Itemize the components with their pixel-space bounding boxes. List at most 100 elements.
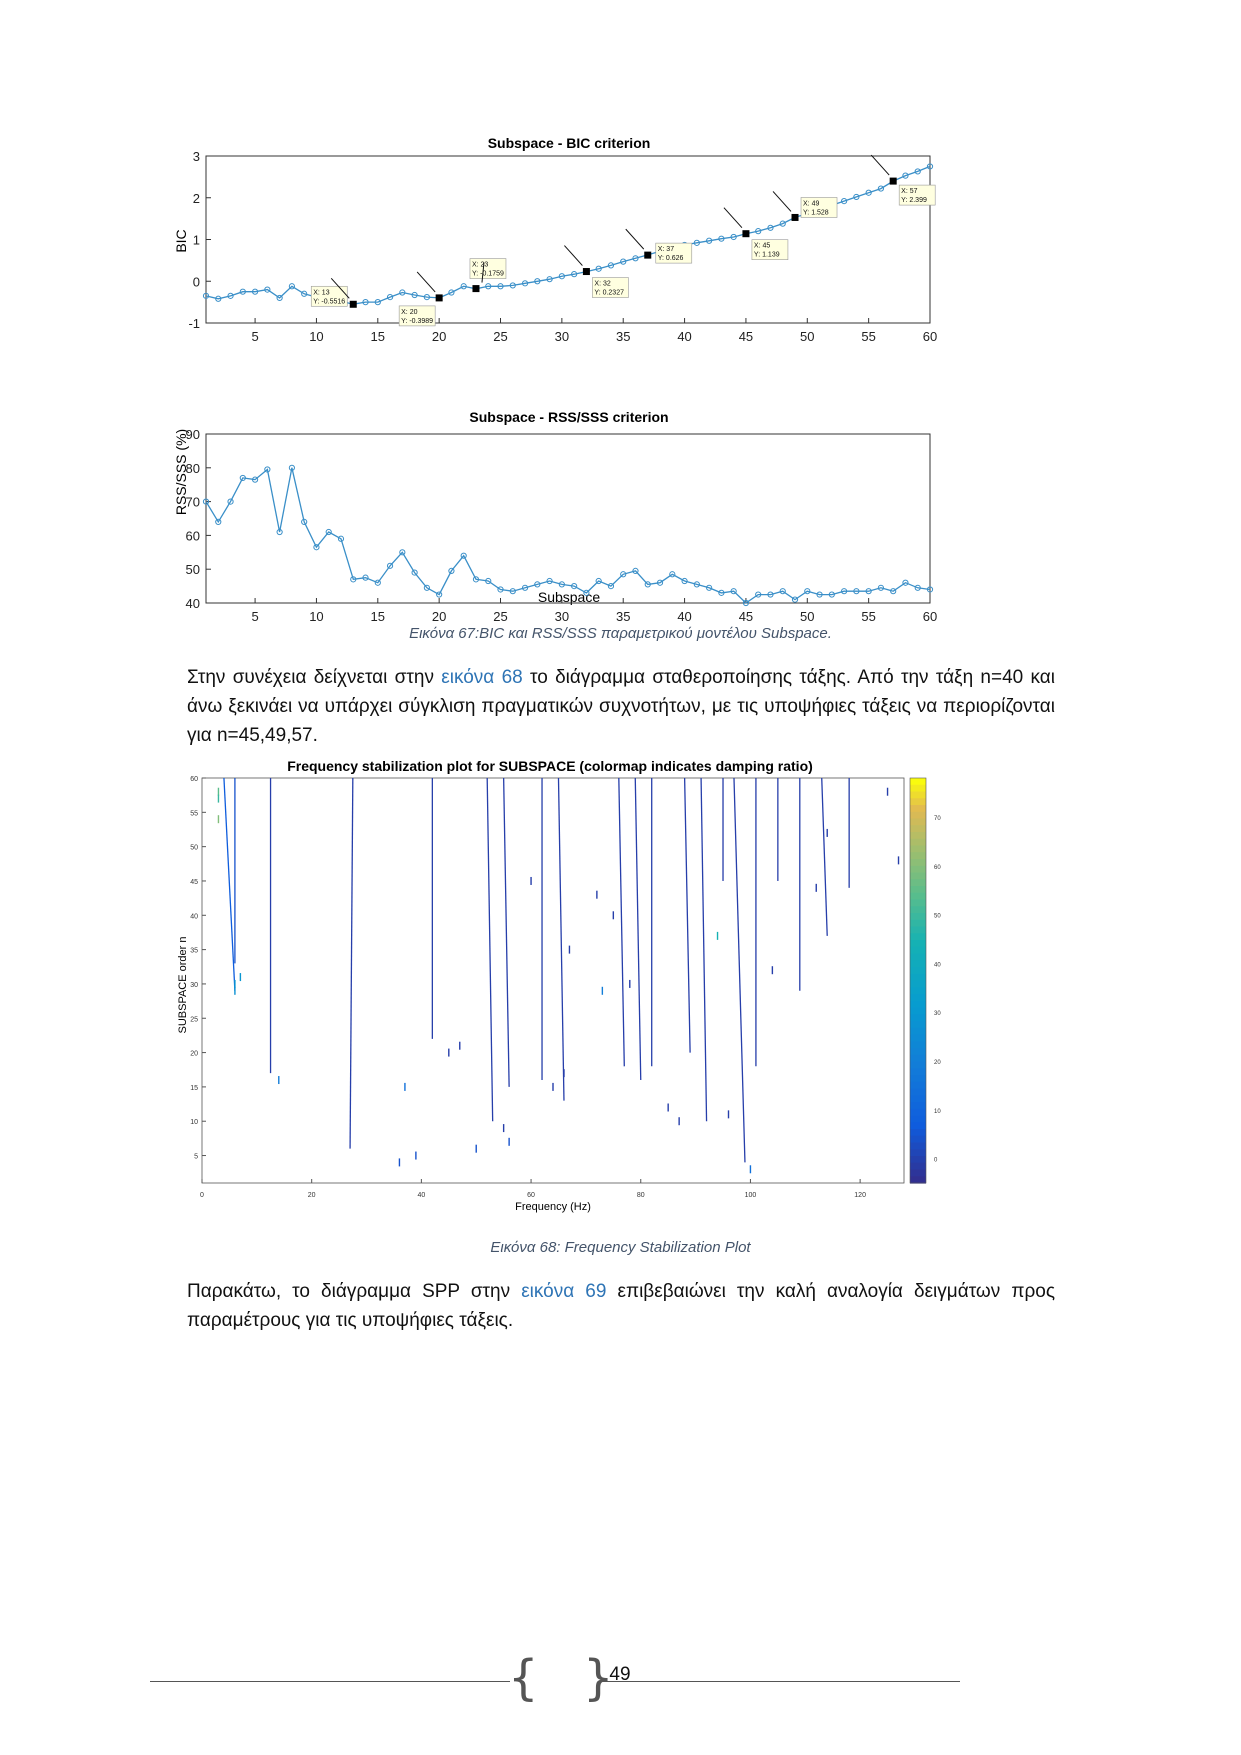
- stab-colorbar-segment: [910, 886, 926, 894]
- bic-datatip-box: [398, 305, 436, 327]
- rss-data-point: [841, 588, 848, 595]
- stab-xlabel: Frequency (Hz): [515, 1201, 591, 1213]
- rss-data-point: [632, 567, 639, 574]
- stab-colorbar-segment: [910, 805, 926, 813]
- bic-chart: Subspace - BIC criterion BIC 5 10 15 20 25 30…: [173, 135, 937, 344]
- stab-stable-column: [486, 777, 494, 1122]
- bic-data-point: [546, 276, 553, 283]
- bic-xtick-label: 55: [861, 329, 875, 344]
- stab-colorbar-segment: [910, 899, 926, 907]
- bic-data-point: [460, 283, 467, 290]
- stab-colorbar-segment: [910, 1142, 926, 1150]
- bic-data-point: [374, 299, 381, 306]
- rss-data-point: [853, 588, 860, 595]
- stab-colorbar-segment: [910, 1021, 926, 1029]
- stab-colorbar-label: 10: [934, 1109, 941, 1115]
- bic-figure: Subspace - BIC criterion BIC 5 10 15 20 25 30…: [170, 135, 1070, 396]
- rss-data-point: [227, 498, 234, 505]
- rss-title: Subspace - RSS/SSS criterion: [469, 410, 668, 425]
- stab-colorbar-segment: [910, 791, 926, 799]
- bic-data-point: [706, 237, 713, 244]
- rss-data-point: [509, 588, 516, 595]
- rss-data-point: [656, 579, 664, 586]
- stab-colorbar-segment: [910, 892, 926, 901]
- stab-colorbar-segment: [910, 872, 926, 880]
- bic-data-point: [693, 239, 700, 246]
- stabilization-figure: Frequency stabilization plot for SUBSPAC…: [170, 755, 1070, 1225]
- rss-xtick-label: 25: [493, 609, 507, 624]
- stab-stable-column: [502, 777, 510, 1087]
- rss-data-point: [521, 584, 529, 591]
- stab-ytick-label: 5: [194, 1154, 198, 1161]
- stab-colorbar-segment: [910, 960, 926, 968]
- rss-data-point: [571, 583, 578, 590]
- rss-data-point: [595, 577, 602, 585]
- bic-data-point: [730, 233, 737, 241]
- stab-xtick-label: 60: [527, 1192, 535, 1199]
- rss-data-point: [804, 588, 811, 595]
- rss-data-point: [374, 579, 381, 586]
- stab-title: Frequency stabilization plot for SUBSPAC…: [287, 758, 813, 774]
- rss-data-point: [902, 579, 909, 586]
- rss-data-point: [534, 581, 541, 588]
- bic-datatip-box: [655, 242, 693, 264]
- bic-xtick-label: 15: [371, 329, 385, 344]
- rss-data-point: [669, 571, 676, 578]
- bic-data-point: [914, 168, 921, 175]
- stab-colorbar-segment: [910, 879, 926, 887]
- stab-stable-column: [557, 777, 565, 1101]
- stab-stable-column: [223, 777, 236, 991]
- rss-data-point: [742, 599, 750, 607]
- bic-ytick-label: 1: [193, 233, 200, 248]
- bic-data-point: [202, 292, 210, 299]
- stab-ytick-label: 10: [190, 1119, 198, 1126]
- bic-datatip-y: Y: -0.1759: [472, 271, 504, 278]
- rss-ytick-label: 50: [186, 562, 200, 577]
- rss-data-point: [644, 581, 651, 588]
- stab-colorbar-segment: [910, 913, 926, 921]
- bic-datatip-arrow: [416, 271, 436, 293]
- stab-colorbar-segment: [910, 1129, 926, 1137]
- figure-68-caption: Εικόνα 68: Frequency Stabilization Plot: [490, 1239, 751, 1256]
- stab-stable-column: [821, 777, 828, 936]
- rss-ylabel: RSS/SSS (%): [173, 429, 189, 515]
- bic-datatip-marker: [582, 268, 590, 276]
- bic-ytick-label: 2: [193, 191, 200, 206]
- rss-data-point: [350, 576, 357, 583]
- bic-data-point: [877, 185, 885, 192]
- paragraph-1: Στην συνέχεια δείχνεται στην εικόνα 68 τ…: [187, 663, 1055, 750]
- stab-xtick-label: 20: [308, 1192, 316, 1199]
- bic-datatip-arrow: [625, 228, 645, 250]
- footer-brace-left: {: [508, 1650, 539, 1706]
- rss-data-point: [276, 528, 283, 536]
- rss-data-point: [264, 466, 271, 473]
- bic-datatip-box: [751, 239, 789, 260]
- rss-data-point: [448, 567, 455, 574]
- rss-data-point: [755, 591, 762, 598]
- rss-data-point: [202, 498, 210, 505]
- stab-colorbar-label: 50: [934, 914, 941, 920]
- rss-data-point: [288, 464, 295, 471]
- bic-data-point: [448, 289, 455, 296]
- bic-datatip-marker: [791, 213, 799, 221]
- bic-xtick-label: 25: [493, 329, 507, 344]
- stab-colorbar-segment: [910, 784, 926, 793]
- bic-ytick-label: 0: [193, 274, 200, 289]
- rss-xtick-label: 45: [739, 609, 753, 624]
- stab-ytick-label: 30: [190, 982, 198, 989]
- figure-69-link[interactable]: εικόνα 69: [521, 1281, 607, 1302]
- rss-ytick-label: 80: [186, 461, 200, 476]
- stab-colorbar-segment: [910, 1061, 926, 1069]
- page-number: 49: [609, 1664, 631, 1685]
- bic-data-point: [779, 220, 786, 227]
- stab-colorbar-segment: [910, 1048, 926, 1056]
- bic-data-point: [264, 286, 271, 293]
- bic-data-point: [620, 258, 627, 265]
- bic-data-point: [926, 163, 934, 170]
- stab-colorbar-segment: [910, 1041, 926, 1049]
- stab-colorbar-segment: [910, 1007, 926, 1015]
- bic-data-point: [485, 283, 492, 290]
- figure-68-link[interactable]: εικόνα 68: [441, 667, 523, 688]
- stab-colorbar-segment: [910, 980, 926, 988]
- stab-colorbar-segment: [910, 1075, 926, 1083]
